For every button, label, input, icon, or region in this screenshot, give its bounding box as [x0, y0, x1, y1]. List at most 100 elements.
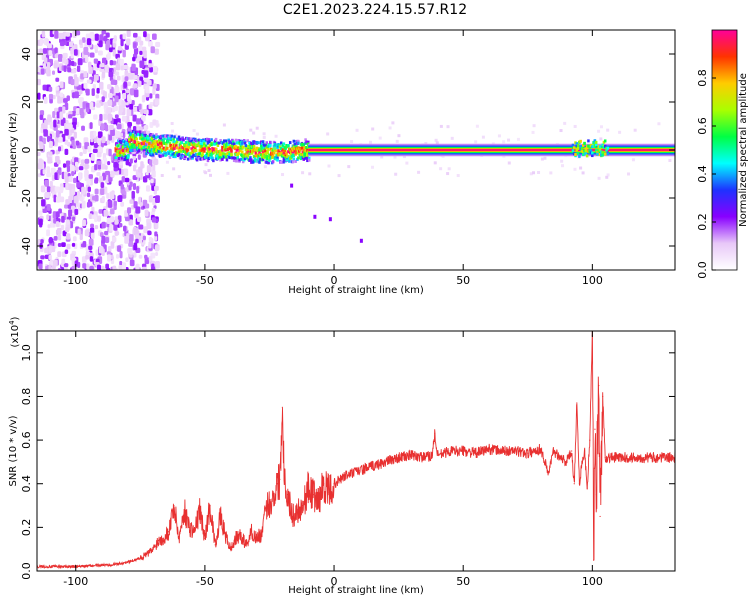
snr-data-point: [279, 478, 281, 480]
heatmap-noise-cell: [84, 229, 90, 237]
heatmap-faint-cell: [355, 128, 359, 132]
heatmap-faint-cell: [255, 126, 259, 130]
heatmap-noise-cell: [117, 195, 123, 203]
heatmap-ridge-cell: [155, 152, 158, 156]
heatmap-ridge-cell: [170, 149, 174, 153]
heatmap-noise-cell: [90, 223, 95, 228]
heatmap-noise-cell: [58, 208, 62, 214]
heatmap-noise-cell: [71, 139, 75, 147]
heatmap-noise-cell: [61, 266, 65, 270]
heatmap-ridge-cell: [228, 156, 231, 160]
heatmap-ridge-cell: [133, 139, 136, 143]
snr-data-point: [423, 456, 426, 459]
heatmap-ridge-cell: [139, 144, 143, 148]
heatmap-noise-cell: [94, 33, 99, 41]
heatmap-noise-cell: [38, 158, 43, 165]
heatmap-ridge-cell: [213, 139, 217, 143]
heatmap-y-axis-label: Frequency (Hz): [8, 112, 19, 188]
heatmap-burst-cell: [587, 150, 590, 154]
heatmap-noise-cell: [112, 118, 118, 125]
heatmap-noise-cell: [42, 207, 48, 213]
snr-data-point: [214, 544, 216, 546]
heatmap-stray-cell: [359, 238, 363, 243]
heatmap-noise-cell: [144, 254, 148, 260]
heatmap-noise-cell: [59, 186, 64, 194]
snr-data-point: [398, 456, 400, 459]
heatmap-ridge-cell: [227, 144, 230, 148]
heatmap-noise-cell: [71, 188, 76, 195]
heatmap-noise-cell: [39, 135, 43, 144]
heatmap-noise-cell: [88, 66, 93, 75]
heatmap-ridge-cell: [147, 145, 151, 149]
heatmap-ridge-cell: [155, 133, 158, 137]
heatmap-noise-cell: [142, 114, 146, 122]
heatmap-noise-cell: [48, 264, 52, 270]
heatmap-ridge-cell: [303, 154, 306, 158]
heatmap-noise-cell: [112, 60, 117, 66]
heatmap-noise-cell: [67, 134, 71, 140]
heatmap-faint-cell: [402, 155, 406, 159]
heatmap-faint-cell: [204, 163, 208, 167]
heatmap-ridge-cell: [191, 151, 194, 155]
heatmap-noise-cell: [47, 43, 52, 49]
heatmap-noise-cell: [78, 39, 83, 45]
heatmap-ridge-cell: [272, 151, 276, 155]
heatmap-ridge-cell: [170, 134, 174, 138]
heatmap-burst-cell: [596, 152, 599, 156]
heatmap-faint-cell: [481, 135, 485, 139]
heatmap-noise-cell: [75, 30, 81, 36]
heatmap-ridge-cell: [307, 156, 311, 160]
heatmap-noise-cell: [120, 38, 124, 47]
heatmap-noise-cell: [110, 208, 115, 215]
heatmap-noise-cell: [112, 48, 117, 57]
heatmap-ridge-cell: [222, 146, 225, 150]
heatmap-ridge-cell: [259, 157, 262, 161]
heatmap-noise-cell: [46, 204, 51, 211]
heatmap-noise-cell: [101, 136, 106, 144]
heatmap-ridge-cell: [140, 142, 144, 146]
heatmap-ridge-cell: [156, 140, 159, 144]
heatmap-ridge-cell: [220, 152, 223, 156]
heatmap-noise-cell: [80, 73, 85, 80]
heatmap-noise-cell: [123, 168, 129, 177]
snr-data-point: [593, 559, 595, 561]
heatmap-noise-cell: [121, 100, 126, 108]
heatmap-ridge-cell: [213, 142, 217, 146]
heatmap-ridge-cell: [261, 150, 265, 154]
heatmap-noise-cell: [44, 192, 50, 198]
heatmap-ridge-cell: [155, 141, 158, 145]
heatmap-noise-cell: [133, 227, 139, 236]
heatmap-noise-cell: [67, 176, 73, 182]
heatmap-ridge-cell: [248, 141, 251, 145]
heatmap-noise-cell: [74, 208, 79, 216]
heatmap-noise-cell: [92, 83, 96, 90]
heatmap-ridge-cell: [116, 152, 119, 156]
x-tick-label: 100: [582, 274, 603, 287]
heatmap-ridge-cell: [205, 146, 209, 150]
heatmap-ridge-cell: [244, 154, 248, 158]
heatmap-noise-cell: [137, 45, 143, 53]
heatmap-ridge-cell: [119, 141, 123, 145]
heatmap-ridge-cell: [228, 152, 231, 156]
heatmap-noise-cell: [88, 238, 94, 246]
heatmap-noise-cell: [121, 176, 126, 183]
heatmap-noise-cell: [114, 114, 119, 119]
heatmap-burst-cell: [594, 140, 598, 144]
heatmap-ridge-cell: [266, 149, 269, 153]
heatmap-noise-cell: [100, 188, 105, 195]
heatmap-burst-cell: [605, 146, 608, 150]
heatmap-noise-cell: [54, 30, 59, 39]
heatmap-noise-cell: [155, 195, 160, 203]
heatmap-noise-cell: [81, 37, 86, 43]
heatmap-noise-cell: [37, 92, 41, 100]
heatmap-ridge-cell: [290, 146, 294, 150]
heatmap-faint-cell: [537, 171, 541, 175]
heatmap-ridge-cell: [141, 139, 145, 143]
heatmap-ridge-cell: [306, 156, 309, 160]
heatmap-faint-cell: [170, 121, 174, 125]
heatmap-noise-cell: [105, 39, 111, 46]
heatmap-burst-cell: [598, 153, 602, 157]
heatmap-ridge-cell: [282, 160, 286, 164]
heatmap-noise-cell: [142, 46, 147, 51]
heatmap-x-ticks: -100 -50 0 50 100: [63, 30, 603, 287]
